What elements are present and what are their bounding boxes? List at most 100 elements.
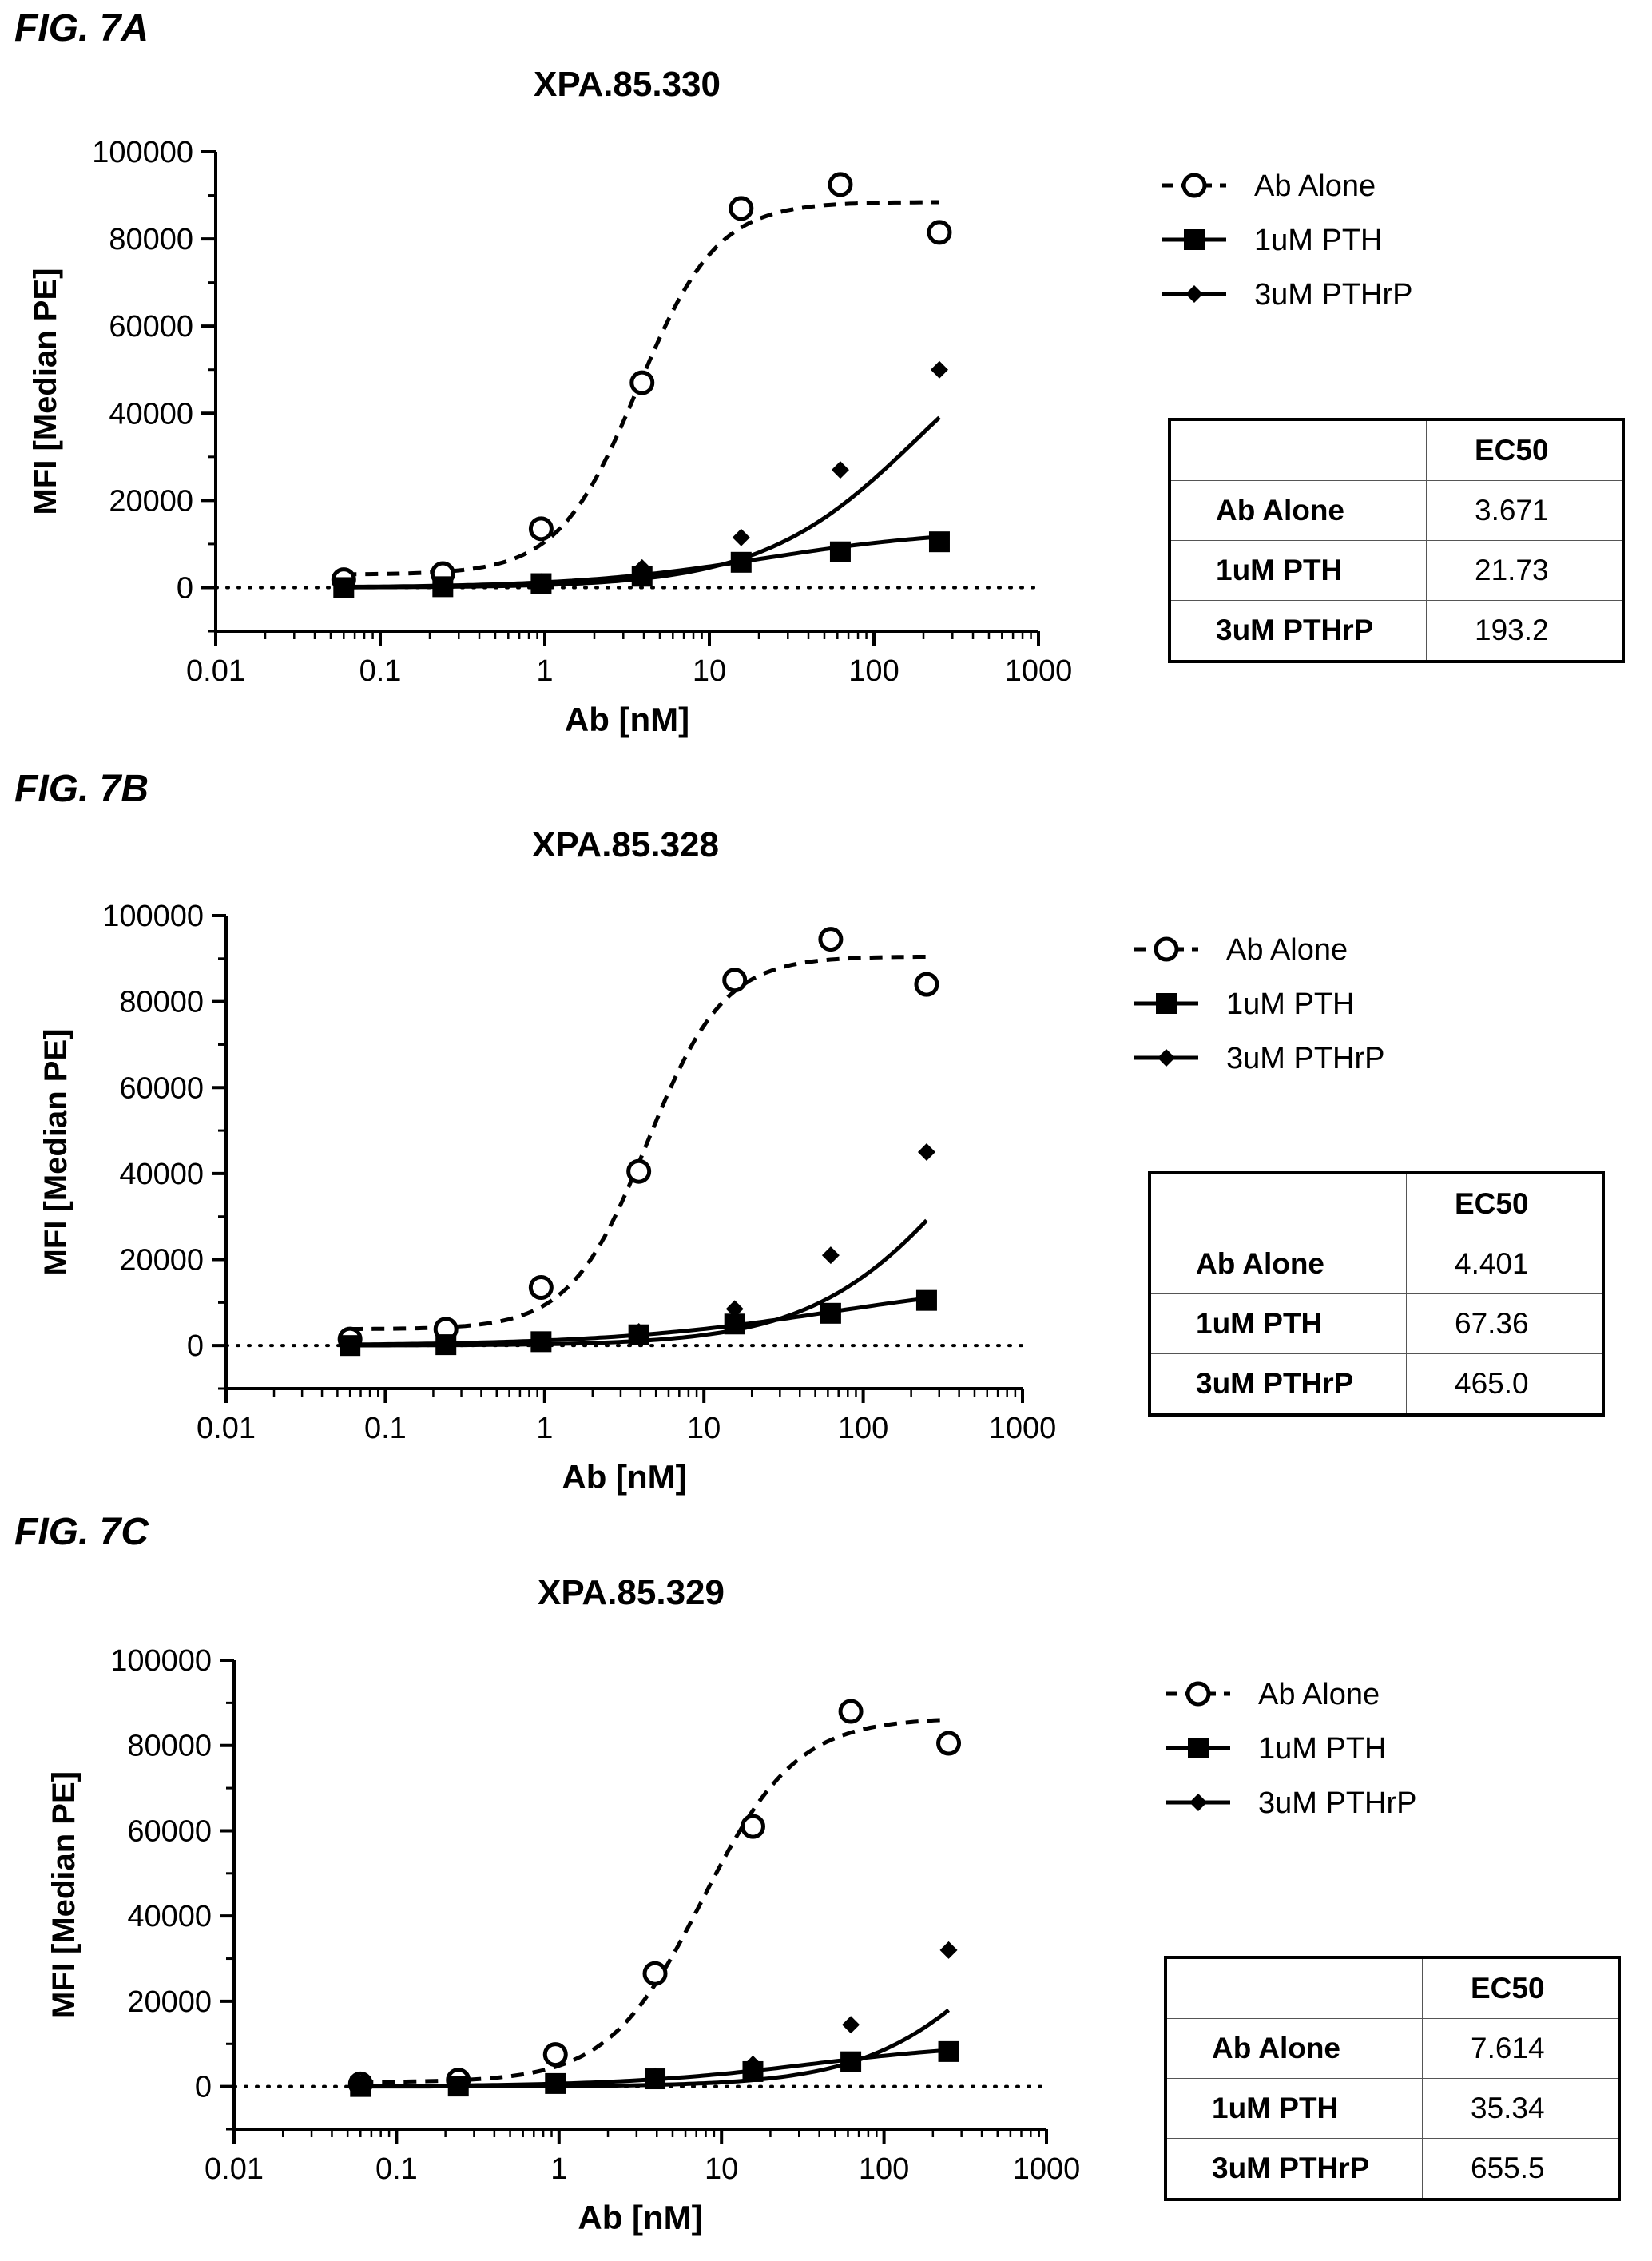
table-cell [1169,419,1427,481]
y-tick-label: 20000 [127,1985,212,2019]
data-point-diamond [831,461,849,479]
table-row-label: 3uM PTHrP [1169,600,1427,662]
table-row-value: 3.671 [1426,480,1624,541]
x-tick-label: 10 [705,2152,738,2186]
data-point-square [915,1289,937,1311]
table-header-row: EC50 [1165,1957,1620,2019]
y-tick-label: 40000 [109,397,193,431]
data-point-diamond [732,528,750,546]
table-row-value: 4.401 [1406,1234,1604,1294]
data-point-square [829,541,851,562]
data-point-diamond [744,2055,762,2073]
data-point-circle [838,1699,864,1724]
data-point-diamond [546,2074,565,2092]
data-point-diamond [434,577,452,595]
data-point-diamond [341,1336,359,1354]
legend-data-point-diamond [1158,1049,1175,1067]
data-point-diamond [449,2076,467,2095]
data-point-circle [914,972,939,997]
y-tick-label: 60000 [127,1814,212,1848]
x-tick-label: 0.01 [205,2152,264,2186]
table-row-label: 1uM PTH [1169,540,1427,601]
table-row: 3uM PTHrP 465.0 [1149,1353,1604,1416]
table-row-label: 1uM PTH [1149,1293,1407,1354]
y-tick-label: 0 [195,2071,212,2104]
data-point-circle [927,220,952,245]
x-tick-label: 0.1 [364,1412,407,1445]
y-tick-label: 60000 [109,310,193,344]
legend: Ab Alone 1uM PTH 3uM PTHrP [1162,169,1412,312]
legend: Ab Alone 1uM PTH 3uM PTHrP [1134,933,1384,1075]
table-row: 1uM PTH 35.34 [1165,2078,1620,2139]
x-tick-label: 1 [536,1412,553,1445]
table-header-ec50: EC50 [1426,419,1624,481]
table-cell [1165,1957,1423,2019]
x-tick-label: 10 [693,654,726,688]
y-tick-label: 20000 [119,1244,204,1278]
data-point-circle [828,172,853,197]
x-axis-label: Ab [nM] [578,2199,702,2236]
table-row: 1uM PTH 67.36 [1149,1293,1604,1354]
y-tick-label: 80000 [109,223,193,256]
data-point-diamond [725,1300,744,1318]
data-point-circle [936,1731,962,1756]
y-tick-label: 0 [177,571,193,605]
y-tick-label: 60000 [119,1071,204,1105]
chart-title: XPA.85.330 [534,65,721,104]
chart-title: XPA.85.328 [532,825,719,864]
table-header-row: EC50 [1149,1172,1604,1234]
figure-label-7b: FIG. 7B [14,768,149,810]
legend-label: 3uM PTHrP [1226,1042,1384,1075]
legend-data-point-diamond [1189,1794,1207,1811]
legend-label: Ab Alone [1254,169,1376,203]
data-point-diamond [437,1335,455,1353]
table-row-value: 67.36 [1406,1293,1604,1354]
x-tick-label: 0.01 [197,1412,256,1445]
table-row-label: Ab Alone [1169,480,1427,541]
ec50-table-7c: EC50 Ab Alone 7.614 1uM PTH 35.34 3uM PT… [1164,1956,1621,2201]
table-row-value: 193.2 [1426,600,1624,662]
data-point-diamond [335,578,353,596]
figure-label-7a: FIG. 7A [14,7,149,50]
data-point-diamond [351,2077,370,2096]
legend-data-point-circle [1185,1681,1211,1707]
legend-label: 1uM PTH [1226,987,1354,1021]
data-point-square [820,1302,841,1324]
data-point-diamond [939,1941,958,1959]
x-tick-label: 1 [536,654,553,688]
data-point-square [938,2040,959,2062]
series-fit-curve [350,955,927,1331]
y-axis-label: MFI [Median PE] [46,1771,81,2018]
legend-label: Ab Alone [1258,1678,1380,1711]
data-point-diamond [842,2016,860,2034]
data-point-circle [629,370,655,395]
table-row: 3uM PTHrP 655.5 [1165,2138,1620,2200]
table-row-value: 465.0 [1406,1353,1604,1416]
data-point-square [928,531,950,553]
table-header-ec50: EC50 [1406,1172,1604,1234]
data-point-circle [542,2042,568,2068]
legend-data-point-square [1156,993,1177,1014]
legend-label: Ab Alone [1226,933,1348,967]
data-point-circle [528,1275,554,1301]
y-axis-label: MFI [Median PE] [28,268,63,515]
y-tick-label: 100000 [92,136,193,169]
y-tick-label: 100000 [110,1644,212,1678]
table-row-value: 655.5 [1422,2138,1620,2200]
data-point-diamond [821,1246,840,1265]
legend-data-point-square [1188,1738,1209,1758]
x-tick-label: 1000 [989,1412,1057,1445]
table-header-row: EC50 [1169,419,1624,481]
data-point-circle [722,968,748,993]
data-point-diamond [646,2067,665,2085]
y-axis-label: MFI [Median PE] [38,1029,73,1276]
data-point-diamond [532,573,550,591]
data-point-diamond [629,1322,648,1341]
table-cell [1149,1172,1407,1234]
table-row-label: Ab Alone [1149,1234,1407,1294]
y-tick-label: 80000 [127,1730,212,1763]
chart-plot-area [220,1659,1048,2144]
chart-panel-7c: XPA.85.329 0 20000 40000 60000 80000 100000 0.0… [46,1573,1416,2236]
legend-label: 3uM PTHrP [1258,1786,1416,1820]
y-tick-label: 100000 [102,900,204,933]
